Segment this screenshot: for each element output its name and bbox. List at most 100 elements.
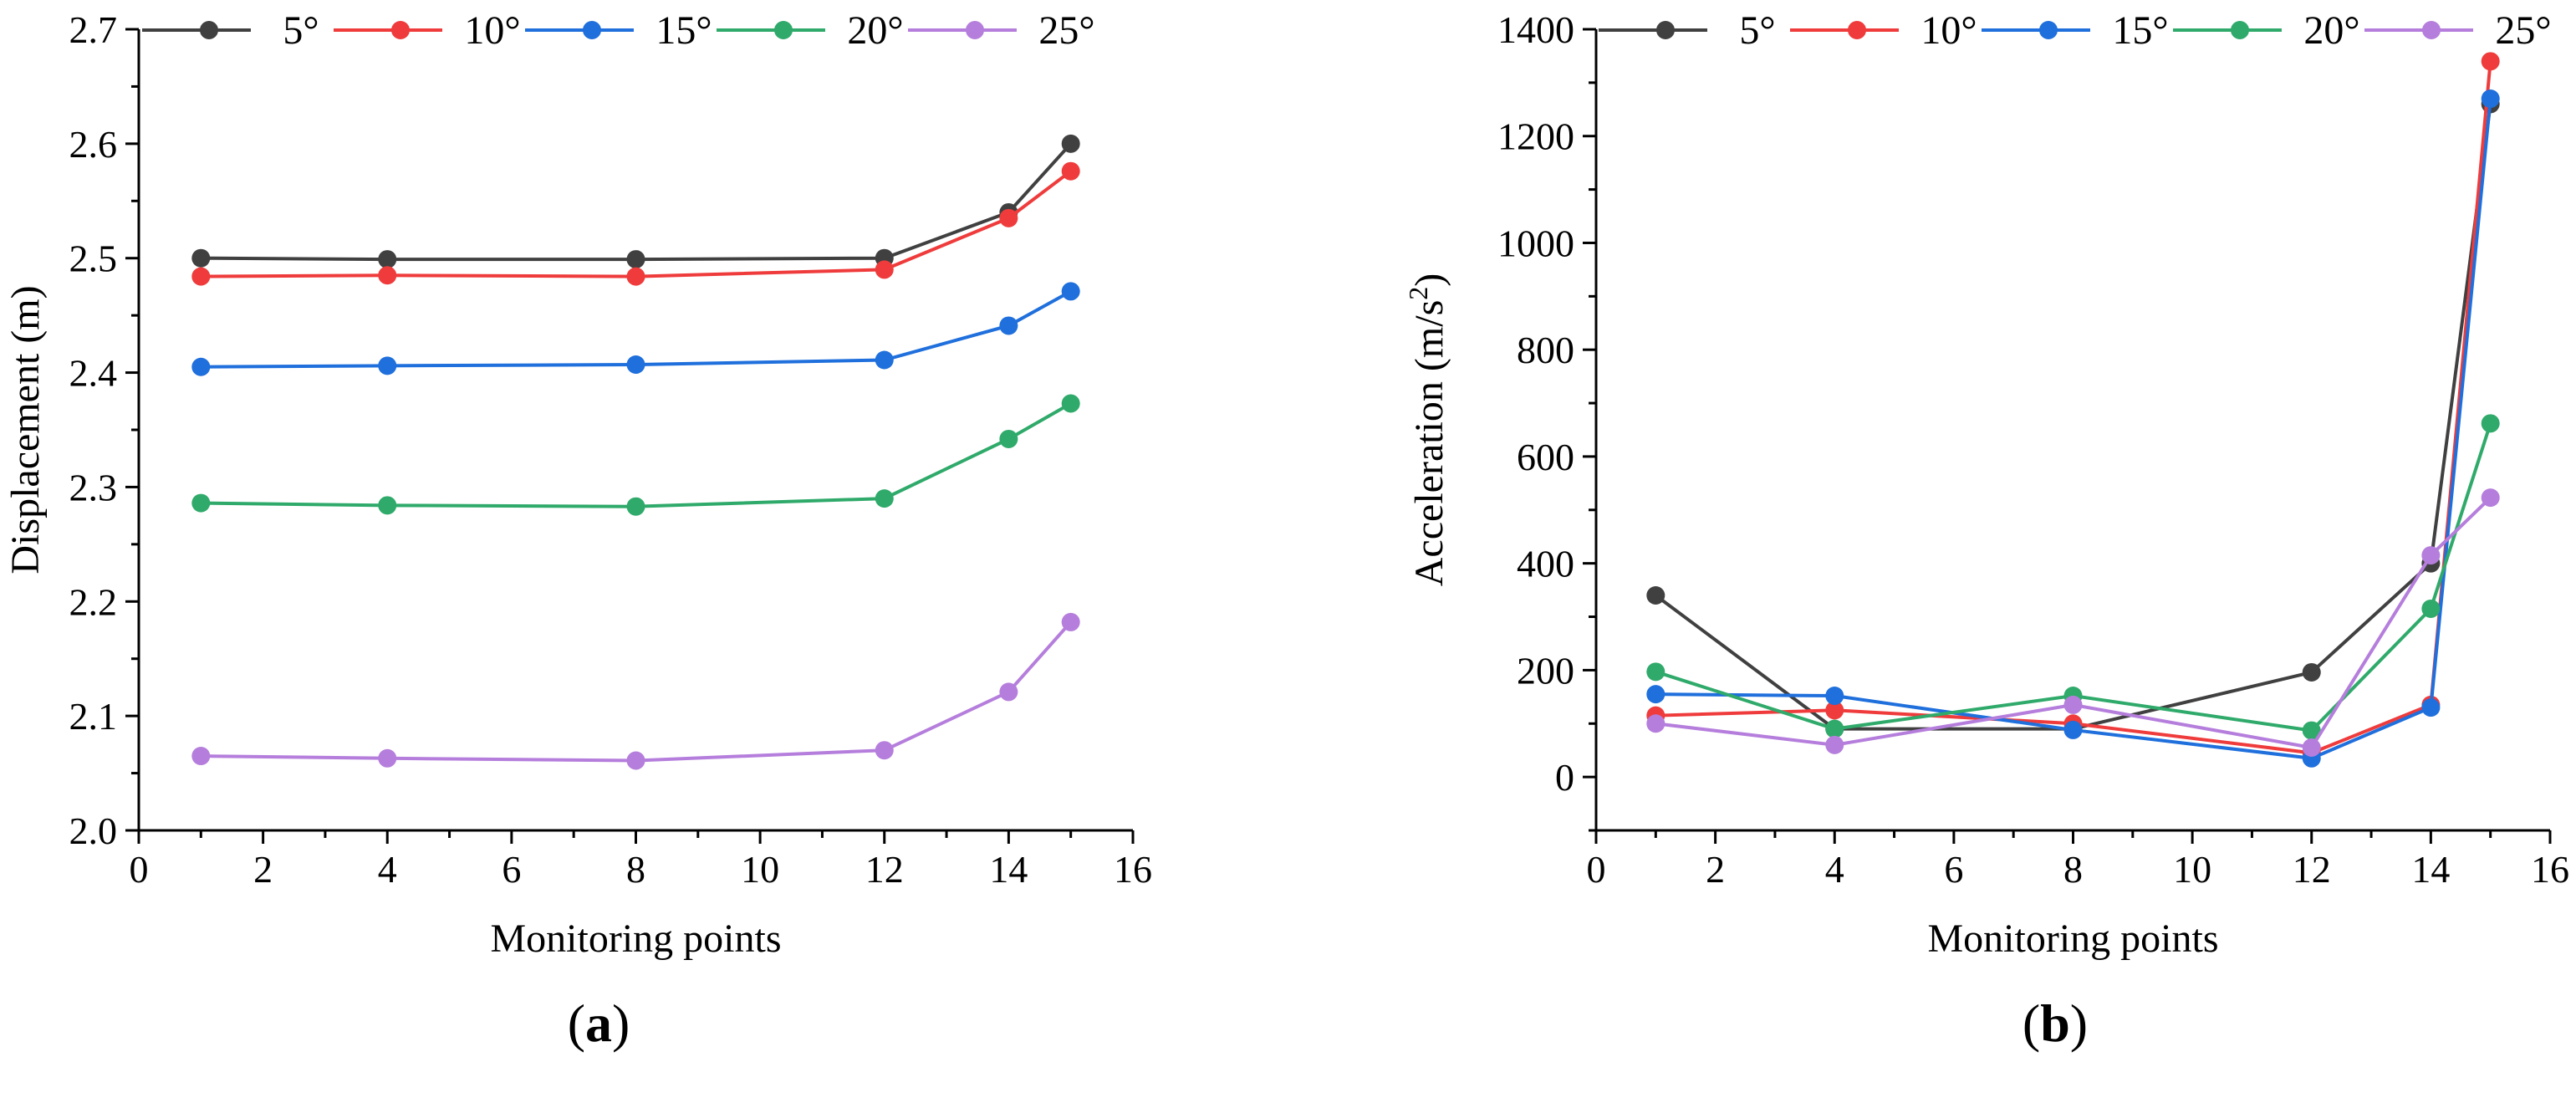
x-tick-label: 8 (2063, 848, 2083, 891)
data-point (2481, 414, 2500, 433)
data-point (191, 357, 211, 376)
y-tick-label: 2.6 (69, 123, 118, 166)
x-tick-label: 12 (865, 848, 904, 891)
data-point (191, 747, 211, 766)
data-point (999, 682, 1018, 702)
data-point (875, 489, 894, 508)
data-point (2063, 720, 2083, 739)
data-point (378, 356, 397, 375)
data-point (626, 267, 645, 286)
legend-label: 10° (1921, 8, 1977, 53)
data-point (626, 250, 645, 269)
data-point (1061, 134, 1080, 153)
legend-label: 5° (283, 8, 319, 53)
data-point (1825, 735, 1844, 754)
series-line-4 (1655, 422, 2492, 733)
data-point (191, 248, 211, 268)
data-point (2302, 662, 2321, 682)
series-line-3 (1655, 98, 2492, 760)
data-point (2481, 52, 2500, 71)
x-tick-label: 2 (253, 848, 273, 891)
y-tick-label: 200 (1517, 649, 1574, 692)
series-line-4 (201, 401, 1072, 508)
y-tick-label: 800 (1517, 329, 1574, 371)
data-point (378, 496, 397, 515)
y-tick-label: 2.1 (69, 695, 118, 738)
data-point (378, 250, 397, 269)
y-tick-label: 1200 (1497, 115, 1574, 158)
x-tick-label: 6 (502, 848, 521, 891)
legend-swatch-marker (966, 21, 984, 39)
legend-label: 15° (2112, 8, 2168, 53)
data-point (2302, 738, 2321, 758)
x-tick-label: 4 (378, 848, 397, 891)
data-point (2481, 488, 2500, 508)
legend-swatch-marker (2231, 21, 2249, 39)
y-tick-label: 400 (1517, 543, 1574, 585)
data-point (1061, 612, 1080, 631)
y-tick-label: 2.5 (69, 237, 118, 280)
data-point (999, 208, 1018, 227)
series-line-2 (201, 170, 1072, 278)
panel-b-caption: (b) (2023, 993, 2088, 1053)
data-point (378, 266, 397, 285)
y-axis-title-main: Acceleration (m/s (1407, 300, 1451, 587)
data-point (2063, 695, 2083, 714)
legend-label: 25° (1038, 8, 1094, 53)
x-tick-label: 14 (2411, 848, 2450, 891)
y-tick-label: 600 (1517, 436, 1574, 478)
legend-swatch-marker (774, 21, 793, 39)
legend-swatch-marker (391, 21, 410, 39)
series-line-5 (1655, 496, 2492, 750)
x-axis-title: Monitoring points (1927, 917, 2218, 961)
y-axis-title-close: ) (1407, 273, 1451, 287)
panel-a-caption: (a) (568, 993, 630, 1053)
y-tick-label: 2.7 (69, 8, 118, 51)
y-tick-label: 1000 (1497, 222, 1574, 264)
x-axis-title: Monitoring points (490, 917, 781, 961)
legend-label: 15° (655, 8, 712, 53)
x-tick-label: 4 (1825, 848, 1844, 891)
y-tick-label: 0 (1555, 756, 1574, 799)
x-tick-label: 12 (2293, 848, 2331, 891)
y-axis-title: Displacement (m) (3, 285, 48, 574)
series-line-1 (201, 142, 1073, 262)
data-point (999, 429, 1018, 448)
legend-swatch-marker (2039, 21, 2058, 39)
y-axis-title-superscript: 2 (1403, 287, 1433, 300)
y-axis-title: Acceleration (m/s2) (1403, 273, 1451, 587)
data-point (1646, 685, 1665, 704)
data-point (626, 751, 645, 770)
data-point (2421, 546, 2441, 565)
data-point (875, 350, 894, 370)
y-tick-label: 1400 (1497, 8, 1574, 51)
data-point (1646, 714, 1665, 733)
series-line-2 (1655, 61, 2492, 755)
legend-label: 20° (2303, 8, 2359, 53)
data-point (1825, 701, 1844, 720)
data-point (1061, 282, 1080, 301)
data-point (2302, 721, 2321, 740)
data-point (1061, 161, 1080, 181)
y-tick-label: 2.3 (69, 466, 118, 508)
legend-swatch-marker (1656, 21, 1675, 39)
data-point (626, 497, 645, 516)
x-tick-label: 0 (1587, 848, 1606, 891)
data-point (875, 260, 894, 279)
data-point (191, 493, 211, 513)
legend-label: 25° (2495, 8, 2551, 53)
series-line-1 (1655, 104, 2492, 731)
data-point (2421, 599, 2441, 618)
x-tick-label: 2 (1706, 848, 1725, 891)
data-point (2481, 89, 2500, 109)
chart-b-acceleration: 0 2 4 6 8 10 12 14 16 0 200 400 600 800 1000 1200 1400 Mo… (1403, 8, 2569, 961)
data-point (1646, 585, 1665, 605)
legend-swatch-marker (1848, 21, 1866, 39)
x-tick-label: 14 (989, 848, 1028, 891)
x-tick-label: 10 (2173, 848, 2211, 891)
chart-a-displacement: 0 2 4 6 8 10 12 14 16 2.0 2.1 2.2 2.3 2.4 2.5 2.6 2.7 Mon… (3, 8, 1152, 961)
data-point (1825, 687, 1844, 706)
series-line-5 (201, 620, 1073, 763)
legend-swatch-marker (2422, 21, 2441, 39)
series-line-3 (201, 289, 1072, 369)
